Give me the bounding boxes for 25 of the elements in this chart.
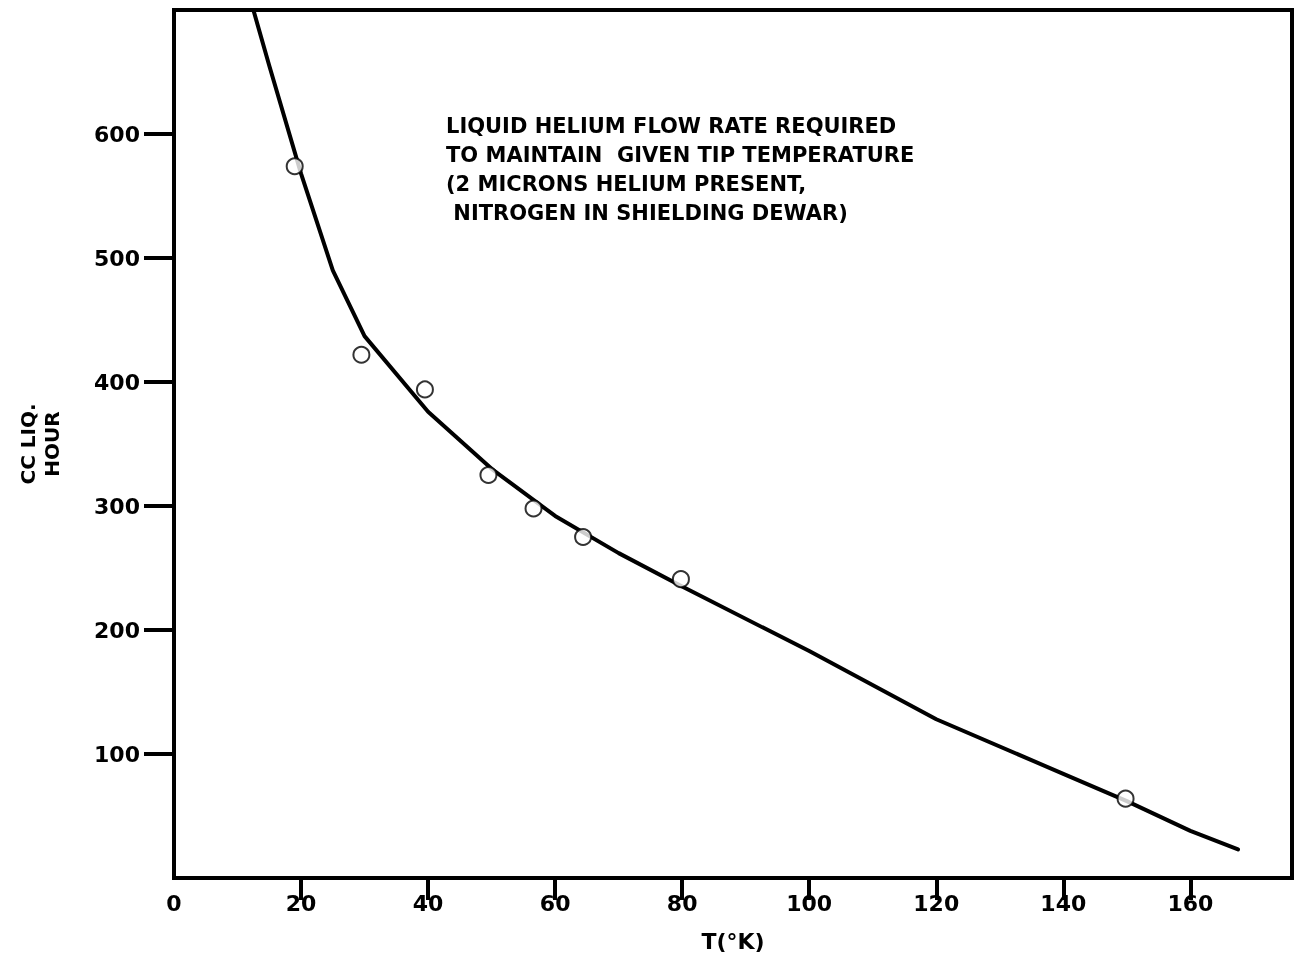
point — [352, 345, 371, 364]
y-tick-label: 400 — [94, 369, 140, 395]
point — [285, 157, 304, 176]
y-axis-title: CC LIQ. HOUR — [16, 403, 64, 485]
y-tick-label: 300 — [94, 493, 140, 519]
text: LIQUID HELIUM FLOW RATE REQUIRED TO MAINTAIN GIVEN TIP TEMPERATURE (2 MICRONS HELIUM PRESENT, NITROGEN IN SHIELDING DEWAR) — [446, 113, 915, 225]
point — [671, 570, 690, 589]
x-tick-label: 0 — [166, 890, 182, 916]
point — [415, 380, 434, 399]
x-tick-label: 160 — [1167, 890, 1214, 916]
x-tick-label: 120 — [913, 890, 960, 916]
y-tick-label: 500 — [94, 245, 140, 271]
x-tick-label: 20 — [285, 890, 317, 916]
y-tick-label: 200 — [94, 617, 140, 643]
point — [574, 528, 593, 546]
point — [1116, 789, 1135, 808]
y-tick-label: 600 — [94, 121, 140, 147]
x-tick-label: 100 — [786, 890, 833, 916]
x-tick-label: 80 — [666, 890, 698, 916]
point — [479, 466, 498, 484]
x-tick-label: 60 — [539, 890, 571, 916]
point — [524, 499, 543, 518]
x-axis-title: T(°K) — [701, 928, 765, 954]
y-tick-label: 100 — [94, 741, 140, 767]
x-tick-label: 40 — [412, 890, 444, 916]
